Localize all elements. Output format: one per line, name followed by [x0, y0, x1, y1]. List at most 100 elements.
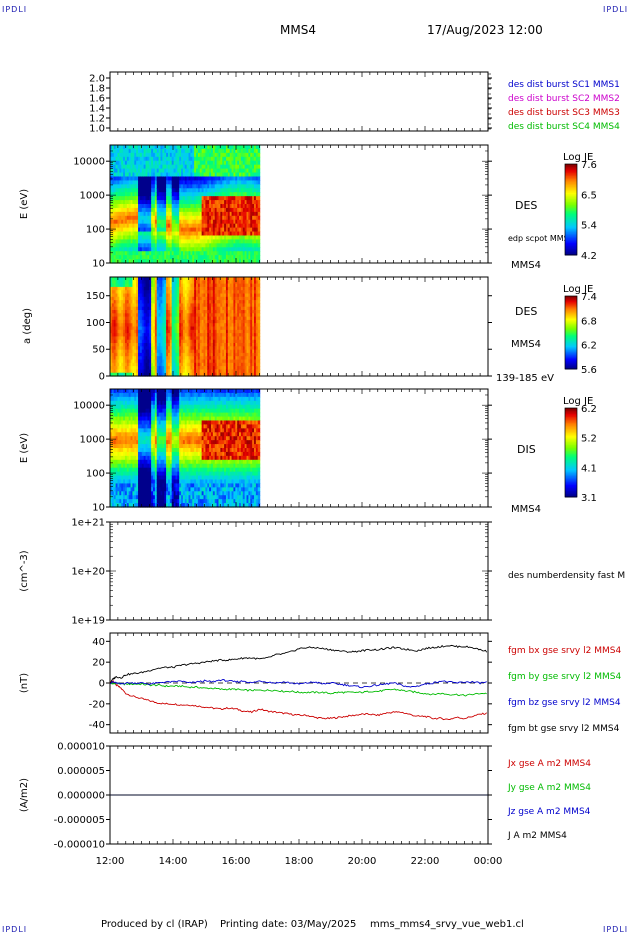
panel-3-spectrogram-cell — [235, 280, 238, 285]
panel-3-spectrogram-cell — [244, 359, 248, 364]
panel-3-spectrogram-cell — [212, 306, 216, 311]
panel-2-spectrogram-cell — [138, 247, 141, 252]
panel-3-spectrogram-cell — [166, 280, 169, 285]
panel-2-spectrogram-cell — [242, 184, 246, 189]
panel-2-spectrogram-cell — [218, 247, 221, 252]
panel-2-spectrogram-cell — [233, 176, 236, 181]
panel-2-spectrogram-cell — [164, 164, 167, 170]
panel-3-spectrogram-cell — [139, 313, 143, 318]
panel-3-spectrogram-cell — [141, 319, 145, 324]
panel-2-spectrogram-cell — [203, 172, 206, 178]
panel-2-spectrogram-cell — [248, 200, 251, 205]
panel-3-spectrogram-cell — [115, 326, 119, 331]
panel-3-spectrogram-cell — [233, 303, 236, 308]
panel-2-spectrogram-cell — [179, 172, 182, 178]
panel-3-spectrogram-cell — [224, 290, 227, 295]
panel-2-spectrogram-cell — [138, 196, 141, 201]
panel-3-spectrogram-cell — [166, 372, 169, 377]
panel-3-spectrogram-cell — [175, 300, 178, 304]
panel-3-spectrogram-cell — [132, 339, 135, 344]
panel-2-spectrogram-cell — [233, 172, 236, 178]
panel-2-spectrogram-cell — [231, 180, 235, 185]
panel-3-spectrogram-cell — [184, 306, 188, 311]
panel-3-spectrogram-cell — [190, 300, 193, 304]
panel-2-spectrogram-cell — [255, 184, 259, 189]
panel-2-spectrogram-cell — [145, 211, 149, 217]
panel-3-spectrogram-cell — [201, 352, 205, 357]
panel-3-spectrogram-cell — [227, 323, 231, 328]
panel-3-spectrogram-cell — [188, 277, 192, 281]
panel-2-spectrogram-cell — [153, 168, 156, 174]
panel-3-spectrogram-cell — [139, 346, 143, 351]
panel-3-spectrogram-cell — [115, 362, 119, 367]
panel-3-spectrogram-cell — [111, 352, 115, 357]
panel-2-spectrogram-cell — [121, 180, 124, 185]
panel-2-spectrogram-cell — [138, 235, 141, 240]
panel-3-spectrogram-cell — [111, 366, 115, 370]
panel-2-spectrogram-cell — [196, 259, 199, 264]
panel-3-spectrogram-cell — [132, 343, 135, 347]
panel-3-spectrogram-cell — [177, 343, 180, 347]
panel-2-spectrogram-cell — [166, 192, 169, 197]
panel-3-spectrogram-cell — [227, 290, 231, 295]
panel-2-spectrogram-cell — [171, 176, 175, 181]
panel-3-spectrogram-cell — [240, 356, 244, 361]
panel-2-spectrogram-cell — [255, 247, 259, 252]
panel-2-spectrogram-cell — [242, 148, 246, 154]
panel-2-spectrogram-cell — [113, 251, 117, 256]
panel-3-spectrogram-cell — [182, 366, 186, 370]
panel-2-spectrogram-cell — [218, 251, 221, 256]
panel-3-spectrogram-cell — [158, 286, 162, 291]
panel-2-spectrogram-cell — [162, 211, 165, 217]
panel-2-spectrogram-cell — [166, 145, 169, 150]
panel-3-spectrogram-cell — [239, 336, 242, 341]
panel-2-spectrogram-cell — [209, 211, 212, 217]
panel-2-spectrogram-cell — [126, 211, 130, 217]
panel-3-spectrogram-cell — [222, 316, 225, 321]
panel-2-spectrogram-cell — [167, 207, 171, 213]
panel-2-spectrogram-cell — [169, 148, 173, 154]
panel-3-spectrogram-cell — [136, 280, 139, 285]
panel-2-spectrogram-cell — [252, 152, 255, 158]
panel-2-spectrogram-cell — [141, 180, 145, 185]
panel-2-spectrogram-cell — [182, 148, 186, 154]
panel-2-spectrogram-cell — [175, 235, 178, 240]
panel-2-spectrogram-cell — [164, 227, 167, 233]
panel-2-spectrogram-cell — [255, 231, 259, 237]
panel-2-spectrogram-cell — [218, 188, 221, 193]
panel-3-spectrogram-cell — [130, 286, 134, 291]
panel-3-spectrogram-cell — [175, 352, 178, 357]
panel-3-spectrogram-cell — [110, 343, 113, 347]
panel-2-spectrogram-cell — [211, 207, 214, 213]
panel-3-spectrogram-cell — [153, 310, 156, 314]
panel-3-spectrogram-cell — [240, 313, 244, 318]
panel-2-spectrogram-cell — [207, 184, 210, 189]
panel-3-spectrogram-cell — [227, 293, 231, 298]
panel-2-spectrogram-cell — [207, 188, 210, 193]
panel-3-spectrogram-cell — [154, 277, 158, 281]
panel-2-spectrogram-cell — [203, 164, 206, 170]
panel-3-spectrogram-cell — [166, 283, 169, 288]
panel-3-spectrogram-cell — [151, 303, 154, 308]
panel-2-spectrogram-cell — [167, 192, 171, 197]
panel-3-spectrogram-cell — [119, 339, 122, 344]
panel-3-spectrogram-cell — [151, 336, 154, 341]
panel-3-spectrogram-cell — [188, 329, 192, 334]
panel-2-spectrogram-cell — [222, 247, 225, 252]
panel-3-spectrogram-cell — [130, 290, 134, 295]
panel-3-spectrogram-cell — [139, 333, 143, 337]
panel-2-spectrogram-cell — [158, 156, 162, 162]
panel-2-spectrogram-cell — [124, 231, 128, 237]
panel-2-colorbar-segment — [565, 180, 577, 183]
panel-3-spectrogram-cell — [149, 359, 152, 364]
panel-2-spectrogram-cell — [222, 207, 225, 213]
panel-2-spectrogram-cell — [196, 196, 199, 201]
panel-2-spectrogram-cell — [147, 200, 150, 205]
panel-2-spectrogram-cell — [149, 192, 152, 197]
panel-3-spectrogram-cell — [211, 319, 214, 324]
panel-2-spectrogram-cell — [130, 223, 134, 229]
panel-3-spectrogram-cell — [141, 362, 145, 367]
panel-2-spectrogram-cell — [173, 207, 177, 213]
panel-2-spectrogram-cell — [186, 219, 190, 225]
panel-3-spectrogram-cell — [130, 323, 134, 328]
